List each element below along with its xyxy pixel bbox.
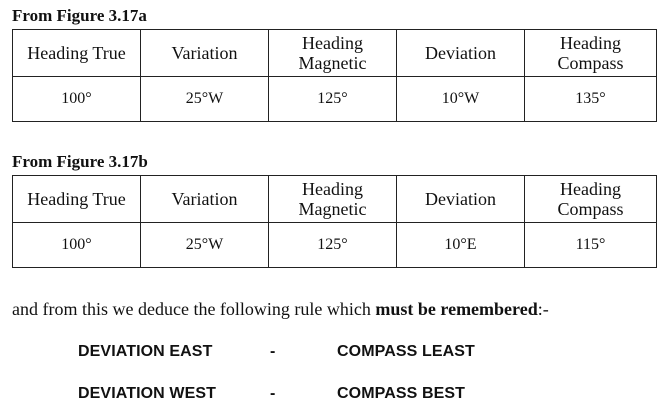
- table-b-header-heading-true: Heading True: [12, 175, 141, 223]
- table-a-cell-heading-magnetic: 125°: [268, 76, 397, 122]
- table-b-caption: From Figure 3.17b: [12, 152, 148, 171]
- table-b-cell-variation: 25°W: [140, 222, 269, 268]
- table-b: Heading True Variation Heading Magnetic …: [12, 175, 657, 268]
- rule-2-left: DEVIATION WEST: [78, 385, 216, 402]
- table-b-cell-deviation: 10°E: [396, 222, 525, 268]
- table-a-header-deviation: Deviation: [396, 29, 525, 77]
- rule-1-right: COMPASS LEAST: [337, 343, 475, 360]
- table-b-header-row: Heading True Variation Heading Magnetic …: [12, 175, 657, 223]
- table-a: Heading True Variation Heading Magnetic …: [12, 29, 657, 122]
- table-b-cell-heading-true: 100°: [12, 222, 141, 268]
- rule-2-right: COMPASS BEST: [337, 385, 466, 402]
- rule-2-dash: -: [270, 385, 276, 402]
- table-b-cell-heading-compass: 115°: [524, 222, 657, 268]
- sentence-emphasis: must be remembered: [375, 299, 538, 319]
- sentence-after: :-: [537, 299, 549, 319]
- rule-1-dash: -: [270, 343, 276, 360]
- table-a-caption: From Figure 3.17a: [12, 6, 147, 25]
- table-a-header-variation: Variation: [140, 29, 269, 77]
- table-a-cell-heading-compass: 135°: [524, 76, 657, 122]
- table-b-header-heading-magnetic: Heading Magnetic: [268, 175, 397, 223]
- rule-intro-sentence: and from this we deduce the following ru…: [12, 298, 549, 320]
- table-a-header-heading-true: Heading True: [12, 29, 141, 77]
- table-a-cell-heading-true: 100°: [12, 76, 141, 122]
- table-a-header-heading-magnetic: Heading Magnetic: [268, 29, 397, 77]
- sentence-before: and from this we deduce the following ru…: [12, 299, 376, 319]
- table-a-cell-variation: 25°W: [140, 76, 269, 122]
- table-b-header-heading-compass: Heading Compass: [524, 175, 657, 223]
- table-a-cell-deviation: 10°W: [396, 76, 525, 122]
- table-a-header-row: Heading True Variation Heading Magnetic …: [12, 29, 657, 77]
- table-b-data-row: 100° 25°W 125° 10°E 115°: [12, 222, 657, 268]
- table-a-data-row: 100° 25°W 125° 10°W 135°: [12, 76, 657, 122]
- table-a-header-heading-compass: Heading Compass: [524, 29, 657, 77]
- table-b-cell-heading-magnetic: 125°: [268, 222, 397, 268]
- table-b-header-deviation: Deviation: [396, 175, 525, 223]
- table-b-header-variation: Variation: [140, 175, 269, 223]
- rule-1-left: DEVIATION EAST: [78, 343, 213, 360]
